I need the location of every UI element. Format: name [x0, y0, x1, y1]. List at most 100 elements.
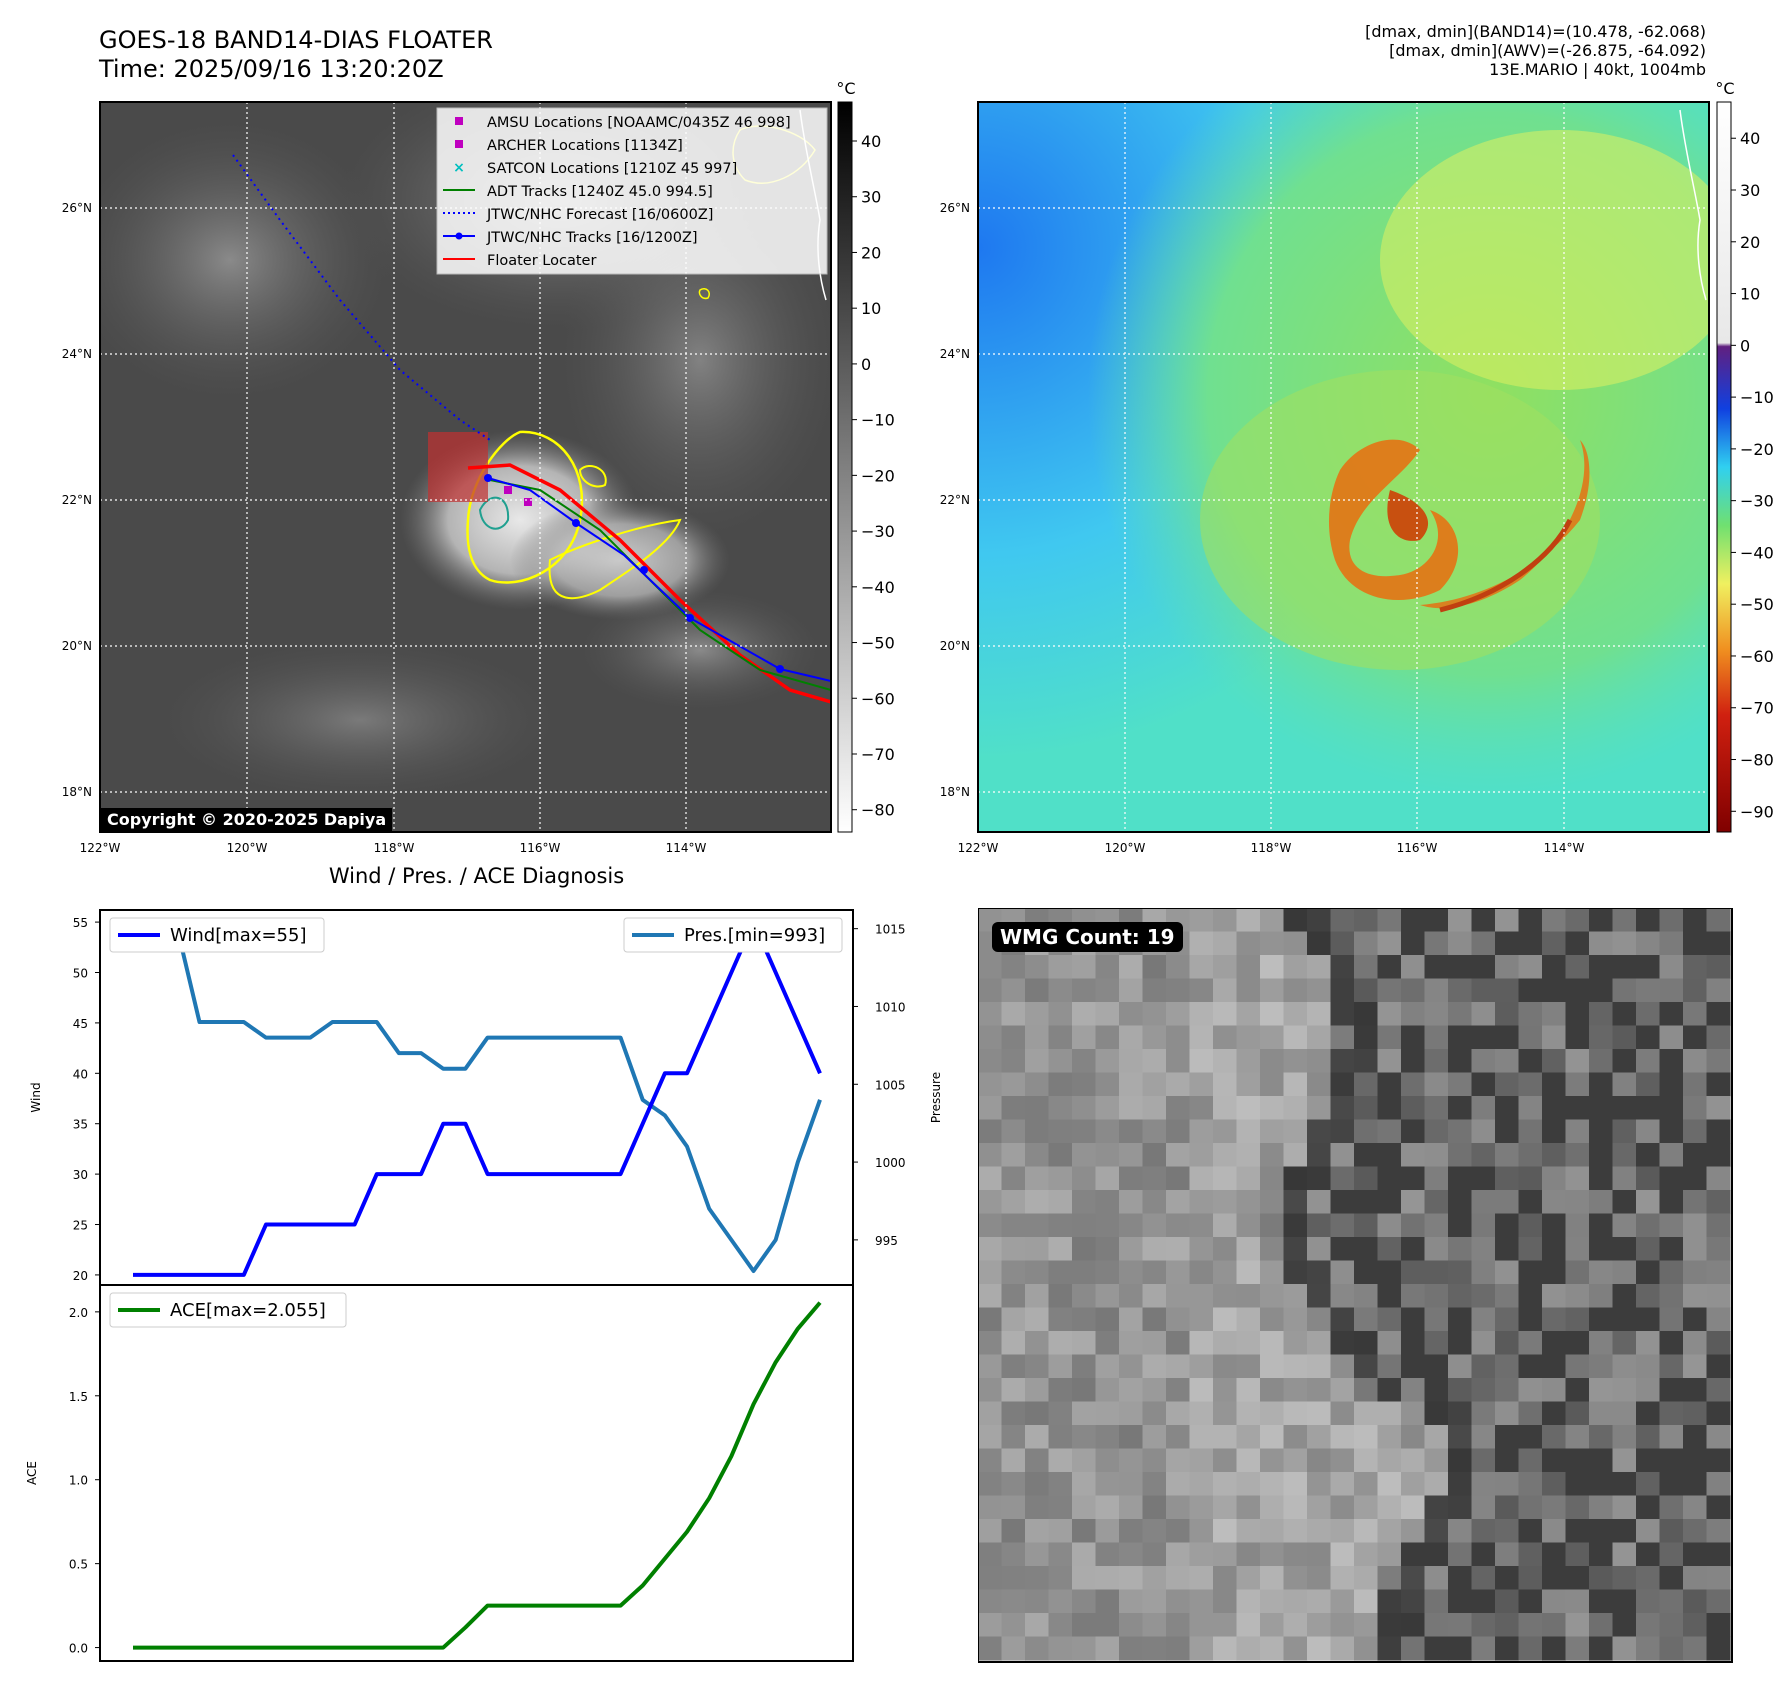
ace-axis-label: ACE [25, 1461, 39, 1485]
info-line-3: 13E.MARIO | 40kt, 1004mb [1489, 60, 1706, 79]
info-line-1: [dmax, dmin](BAND14)=(10.478, -62.068) [1365, 22, 1706, 41]
pressure-series-line [133, 926, 822, 1273]
ir-lat-label-24: 24°N [62, 347, 92, 361]
wv-colorbar-tick-6: −20 [1740, 440, 1774, 459]
wv-colorbar-tick-8: −40 [1740, 543, 1774, 562]
wv-colorbar-tick-2: 20 [1740, 233, 1760, 252]
diagnosis-chart: 20 25 30 35 40 45 50 55 995 1000 1005 1010 1015 0.0 0.… [25, 909, 943, 1662]
ace-series-line [133, 1301, 822, 1650]
wv-lat-label-18: 18°N [940, 785, 970, 799]
pressure-ytick-0: 995 [875, 1234, 898, 1248]
wv-lat-label-26: 26°N [940, 201, 970, 215]
wind-axis-label: Wind [29, 1082, 43, 1112]
wv-lat-label-24: 24°N [940, 347, 970, 361]
ir-colorbar-tick-12: −80 [861, 801, 895, 820]
copyright-label: Copyright © 2020-2025 Dapiya [101, 808, 393, 831]
diagnosis-title: Wind / Pres. / ACE Diagnosis [328, 864, 625, 888]
wv-colorbar-tick-3: 10 [1740, 285, 1760, 304]
ir-colorbar-tick-10: −60 [861, 689, 895, 708]
pressure-ytick-1: 1000 [875, 1156, 906, 1170]
legend-label-satcon: SATCON Locations [1210Z 45 997] [487, 161, 737, 177]
wv-colorbar-unit: °C [1715, 79, 1734, 98]
wv-colorbar-tick-4: 0 [1740, 336, 1750, 355]
ir-colorbar-tick-1: 30 [861, 188, 881, 207]
wv-lon-label-122: 122°W [958, 841, 999, 855]
ir-colorbar-tick-2: 20 [861, 243, 881, 262]
ir-colorbar-tick-3: 10 [861, 299, 881, 318]
ir-colorbar-tick-11: −70 [861, 745, 895, 764]
title-line-2: Time: 2025/09/16 13:20:20Z [99, 55, 444, 83]
ir-lon-label-118: 118°W [374, 841, 415, 855]
ir-colorbar-tick-9: −50 [861, 634, 895, 653]
legend-label-archer: ARCHER Locations [1134Z] [487, 138, 683, 154]
wv-lat-label-20: 20°N [940, 639, 970, 653]
wind-series-line [133, 920, 822, 1277]
pressure-ytick-2: 1005 [875, 1078, 906, 1092]
figure-title: GOES-18 BAND14-DIAS FLOATER Time: 2025/0… [99, 26, 493, 84]
ir-colorbar [837, 101, 853, 833]
legend-marker-satcon: × [453, 160, 465, 176]
ir-lat-label-26: 26°N [62, 201, 92, 215]
wind-ytick-2: 30 [73, 1168, 88, 1182]
ir-colorbar-unit: °C [836, 79, 855, 98]
ace-ytick-2: 1.0 [69, 1474, 88, 1488]
ace-ytick-4: 2.0 [69, 1306, 88, 1320]
wind-ytick-5: 45 [73, 1017, 88, 1031]
wv-colorbar-tick-13: −90 [1740, 802, 1774, 821]
ir-colorbar-tick-5: −10 [861, 411, 895, 430]
legend-label-forecast: JTWC/NHC Forecast [16/0600Z] [486, 207, 713, 223]
ir-map-panel: 26°N 24°N 22°N 20°N 18°N 122°W 120°W 118… [62, 79, 1774, 855]
ace-legend-label: ACE[max=2.055] [170, 1300, 326, 1321]
wv-colorbar-tick-5: −10 [1740, 388, 1774, 407]
ir-colorbar-tick-4: 0 [861, 355, 871, 374]
wv-imagery [978, 102, 1709, 832]
wmg-count-badge: WMG Count: 19 [992, 922, 1183, 952]
wv-colorbar-tick-0: 40 [1740, 129, 1760, 148]
ir-colorbar-tick-0: 40 [861, 132, 881, 151]
map-legend: × AMSU Locations [NOAAMC/0435Z 46 998] A… [436, 107, 828, 275]
wind-ytick-3: 35 [73, 1118, 88, 1132]
ace-ytick-3: 1.5 [69, 1390, 88, 1404]
ir-colorbar-tick-8: −40 [861, 578, 895, 597]
legend-label-floater: Floater Locater [487, 253, 596, 269]
wv-colorbar-tick-1: 30 [1740, 181, 1760, 200]
ir-lat-label-18: 18°N [62, 785, 92, 799]
legend-label-adt: ADT Tracks [1240Z 45.0 994.5] [487, 184, 713, 200]
ir-lon-label-114: 114°W [666, 841, 707, 855]
wv-lon-label-120: 120°W [1105, 841, 1146, 855]
ace-ytick-0: 0.0 [69, 1642, 88, 1656]
wv-colorbar-tick-10: −60 [1740, 647, 1774, 666]
wv-lon-label-116: 116°W [1397, 841, 1438, 855]
wv-colorbar-tick-12: −80 [1740, 751, 1774, 770]
wv-colorbar-tick-9: −50 [1740, 595, 1774, 614]
wind-ytick-6: 50 [73, 967, 88, 981]
legend-label-tracks: JTWC/NHC Tracks [16/1200Z] [486, 230, 698, 246]
ir-lon-label-120: 120°W [227, 841, 268, 855]
wv-colorbar-tick-11: −70 [1740, 699, 1774, 718]
wv-lon-label-114: 114°W [1544, 841, 1585, 855]
legend-marker-amsu [455, 117, 463, 125]
storm-info: [dmax, dmin](BAND14)=(10.478, -62.068) [… [1365, 22, 1706, 79]
legend-marker-archer [455, 140, 463, 148]
ace-ytick-1: 0.5 [69, 1558, 88, 1572]
ir-colorbar-tick-6: −20 [861, 466, 895, 485]
ir-colorbar-tick-7: −30 [861, 522, 895, 541]
pressure-ytick-3: 1010 [875, 1000, 906, 1014]
wind-ytick-1: 25 [73, 1219, 88, 1233]
wind-legend-label: Wind[max=55] [170, 925, 307, 946]
wind-ytick-0: 20 [73, 1269, 88, 1283]
pressure-ytick-4: 1015 [875, 923, 906, 937]
wv-lon-label-118: 118°W [1251, 841, 1292, 855]
wv-lat-label-22: 22°N [940, 493, 970, 507]
legend-label-amsu: AMSU Locations [NOAAMC/0435Z 46 998] [487, 115, 791, 131]
ir-lon-label-116: 116°W [520, 841, 561, 855]
title-line-1: GOES-18 BAND14-DIAS FLOATER [99, 26, 493, 54]
wv-colorbar-tick-7: −30 [1740, 492, 1774, 511]
pressure-axis-label: Pressure [929, 1072, 943, 1123]
wind-ytick-4: 40 [73, 1067, 88, 1081]
wmg-panel [978, 908, 1733, 1663]
ir-lon-label-122: 122°W [80, 841, 121, 855]
ir-lat-label-20: 20°N [62, 639, 92, 653]
pressure-legend-label: Pres.[min=993] [684, 925, 825, 946]
info-line-2: [dmax, dmin](AWV)=(-26.875, -64.092) [1389, 41, 1706, 60]
